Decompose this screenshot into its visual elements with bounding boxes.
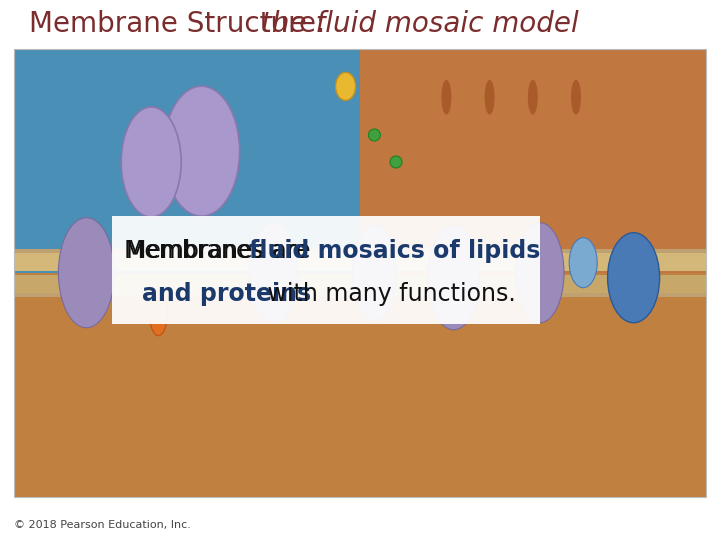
Bar xyxy=(360,49,706,273)
Ellipse shape xyxy=(163,86,240,216)
Text: Membranes are: Membranes are xyxy=(125,239,318,262)
Ellipse shape xyxy=(528,80,538,114)
Bar xyxy=(14,293,706,296)
Ellipse shape xyxy=(352,225,397,321)
Ellipse shape xyxy=(485,80,495,114)
Bar xyxy=(112,216,540,324)
Ellipse shape xyxy=(571,80,581,114)
Ellipse shape xyxy=(570,238,597,288)
Ellipse shape xyxy=(121,107,181,217)
Text: Membrane Structure:: Membrane Structure: xyxy=(29,10,334,38)
Ellipse shape xyxy=(336,72,356,100)
Text: and proteins: and proteins xyxy=(142,282,311,306)
Text: Membranes are fluid mosaics of lipids: Membranes are fluid mosaics of lipids xyxy=(124,239,571,262)
Ellipse shape xyxy=(250,222,297,323)
Text: with many functions.: with many functions. xyxy=(260,282,516,306)
Ellipse shape xyxy=(428,226,480,330)
Ellipse shape xyxy=(58,218,114,328)
Bar xyxy=(14,49,360,273)
Bar xyxy=(14,273,706,497)
Circle shape xyxy=(390,156,402,168)
Bar xyxy=(14,275,706,293)
Text: Membranes are: Membranes are xyxy=(124,239,315,262)
Text: the fluid mosaic model: the fluid mosaic model xyxy=(261,10,579,38)
Ellipse shape xyxy=(516,222,564,323)
Text: © 2018 Pearson Education, Inc.: © 2018 Pearson Education, Inc. xyxy=(14,520,192,530)
Bar xyxy=(14,249,706,253)
Bar xyxy=(14,253,706,271)
Text: fluid mosaics of lipids: fluid mosaics of lipids xyxy=(249,239,541,262)
Circle shape xyxy=(369,129,380,141)
Ellipse shape xyxy=(608,233,660,323)
Bar xyxy=(14,49,706,497)
Ellipse shape xyxy=(441,80,451,114)
Ellipse shape xyxy=(150,291,167,336)
